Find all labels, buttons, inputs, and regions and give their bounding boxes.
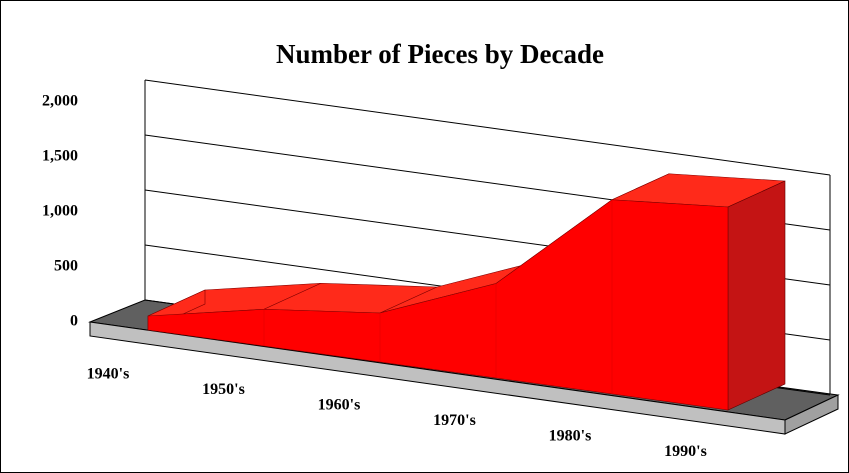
grid-line [144,79,831,176]
y-tick-label: 500 [54,258,78,275]
x-tick-label: 1960's [318,397,361,414]
area-right [727,180,786,411]
x-tick-label: 1950's [202,381,245,398]
y-tick-label: 1,500 [42,148,78,165]
chart-title: Number of Pieces by Decade [276,39,604,69]
floor-side [784,394,839,435]
x-tick-label: 1940's [87,366,130,383]
y-tick-label: 2,000 [42,93,78,110]
x-tick-label: 1970's [433,412,476,429]
y-tick-label: 0 [70,313,78,330]
x-tick-label: 1980's [549,428,592,445]
x-tick-label: 1990's [664,443,707,460]
y-tick-label: 1,000 [42,203,78,220]
